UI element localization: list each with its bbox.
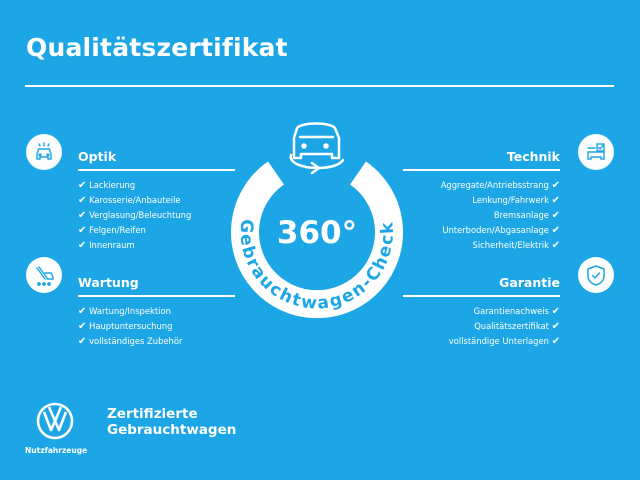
service-tools-icon [26, 257, 62, 293]
check-icon: ✔ [551, 239, 560, 251]
check-icon: ✔ [78, 320, 87, 332]
car-lights-icon [26, 134, 62, 170]
section-divider [403, 169, 560, 171]
list-item: Qualitätszertifikat ✔ [474, 320, 560, 332]
check-icon: ✔ [78, 239, 87, 251]
check-icon: ✔ [78, 179, 87, 191]
list-item: Sicherheit/Elektrik ✔ [472, 239, 560, 251]
brand-tagline: Zertifizierte Gebrauchtwagen [107, 406, 236, 438]
section-heading: Technik [506, 149, 560, 164]
check-icon: ✔ [551, 305, 560, 317]
list-item: ✔ Wartung/Inspektion [78, 305, 171, 317]
section-heading: Garantie [499, 275, 560, 290]
list-item: ✔ Innenraum [78, 239, 135, 251]
section-divider [78, 295, 235, 297]
check-icon: ✔ [78, 224, 87, 236]
check-icon: ✔ [551, 179, 560, 191]
badge-360-text: 360° [277, 215, 357, 251]
list-item: Unterboden/Abgasanlage ✔ [442, 224, 560, 236]
list-item: vollständige Unterlagen ✔ [448, 335, 560, 347]
brand-line-1: Zertifizierte [107, 406, 198, 422]
list-item: Lenkung/Fahrwerk ✔ [472, 194, 560, 206]
vehicle-checklist-icon [578, 134, 614, 170]
brand-line-2: Gebrauchtwagen [107, 422, 237, 438]
check-icon: ✔ [551, 224, 560, 236]
list-item: ✔ vollständiges Zubehör [78, 335, 183, 347]
section-divider [403, 295, 560, 297]
list-item: ✔ Felgen/Reifen [78, 224, 146, 236]
check-icon: ✔ [78, 305, 87, 317]
list-item: ✔ Lackierung [78, 179, 136, 191]
page-title: Qualitätszertifikat [26, 33, 288, 62]
section-heading: Optik [78, 149, 117, 164]
section-garantie: Garantie Garantienachweis ✔ Qualitätszer… [403, 275, 560, 349]
list-item: Garantienachweis ✔ [473, 305, 560, 317]
section-optik: Optik ✔ Lackierung ✔ Karosserie/Anbautei… [78, 149, 235, 253]
list-item: ✔ Karosserie/Anbauteile [78, 194, 181, 206]
brand-subtitle: Nutzfahrzeuge [25, 446, 88, 455]
list-item: Bremsanlage ✔ [493, 209, 560, 221]
check-icon: ✔ [78, 335, 87, 347]
check-icon: ✔ [78, 209, 87, 221]
section-heading: Wartung [78, 275, 139, 290]
check-icon: ✔ [551, 335, 560, 347]
check-icon: ✔ [551, 209, 560, 221]
check-icon: ✔ [551, 194, 560, 206]
list-item: ✔ Verglasung/Beleuchtung [78, 209, 192, 221]
check-icon: ✔ [78, 194, 87, 206]
title-divider [25, 85, 614, 87]
vw-logo [36, 402, 74, 440]
list-item: Aggregate/Antriebsstrang ✔ [440, 179, 560, 191]
list-item: ✔ Hauptuntersuchung [78, 320, 173, 332]
section-divider [78, 169, 235, 171]
section-technik: Technik Aggregate/Antriebsstrang ✔ Lenku… [403, 149, 560, 253]
section-wartung: Wartung ✔ Wartung/Inspektion ✔ Hauptunte… [78, 275, 235, 349]
check-icon: ✔ [551, 320, 560, 332]
car-rotate-icon [289, 122, 345, 175]
shield-check-icon [578, 257, 614, 293]
badge-ring [231, 161, 403, 319]
